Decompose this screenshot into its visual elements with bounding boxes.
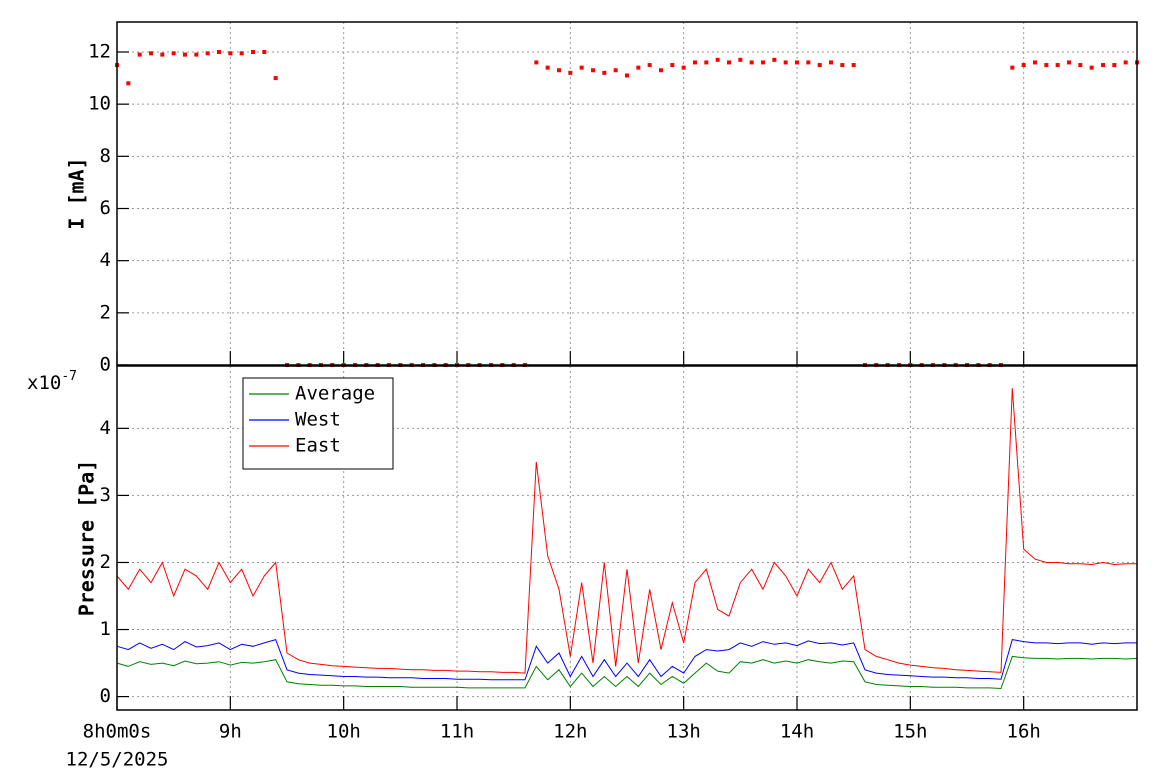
data-point — [239, 51, 244, 56]
data-point — [727, 60, 731, 65]
x-tick-label: 15h — [893, 721, 927, 743]
data-point — [217, 49, 221, 54]
x-tick-label: 14h — [780, 721, 814, 743]
data-point — [625, 73, 629, 78]
data-point — [251, 49, 255, 54]
x-tick-label: 8h0m0s — [83, 721, 152, 743]
y-tick-label: 2 — [100, 301, 111, 323]
y-tick-label: 2 — [100, 551, 111, 573]
data-point — [194, 52, 199, 57]
series-line — [116, 388, 1137, 674]
data-point — [1112, 63, 1117, 68]
y-tick-label: 4 — [100, 249, 111, 271]
y-multiplier: x10-7 — [27, 369, 77, 394]
data-point — [613, 68, 618, 73]
data-point — [851, 63, 856, 68]
y-tick-label: 12 — [88, 40, 111, 62]
y-axis-title: I [mA] — [65, 157, 89, 229]
data-point — [693, 60, 697, 65]
y-tick-label: 4 — [100, 417, 111, 439]
date-label: 12/5/2025 — [66, 749, 169, 771]
y-tick-label: 1 — [100, 618, 111, 640]
plot-frame — [116, 21, 1138, 366]
data-point — [579, 65, 584, 70]
y-tick-label: 0 — [100, 354, 111, 376]
y-axis-title: Pressure [Pa] — [75, 460, 99, 617]
series-line — [116, 638, 1137, 681]
data-point — [659, 68, 663, 73]
data-point — [761, 60, 765, 65]
y-tick-label: 6 — [100, 197, 111, 219]
data-point — [1078, 63, 1083, 68]
data-point — [228, 51, 233, 56]
data-point — [772, 57, 777, 62]
legend-label: West — [295, 409, 341, 431]
data-point — [205, 51, 210, 56]
data-point — [1101, 63, 1105, 68]
data-point — [591, 68, 595, 73]
x-tick-label: 16h — [1007, 721, 1041, 743]
data-point — [749, 60, 754, 65]
multiplier-base: x10 — [27, 372, 61, 394]
data-point — [840, 63, 845, 68]
data-point — [1089, 65, 1094, 70]
data-point — [126, 81, 131, 86]
y-tick-label: 10 — [88, 93, 111, 115]
data-point — [636, 65, 641, 70]
data-point — [1123, 60, 1128, 65]
y-tick-label: 0 — [100, 685, 111, 707]
data-point — [262, 49, 267, 54]
data-point — [795, 60, 799, 65]
data-point — [273, 76, 278, 81]
data-point — [568, 70, 573, 75]
data-point — [137, 52, 142, 57]
data-point — [670, 63, 675, 68]
data-point — [557, 68, 561, 73]
y-tick-label: 8 — [100, 145, 111, 167]
data-point — [183, 52, 187, 57]
data-point — [1067, 60, 1071, 65]
series-line — [116, 655, 1138, 690]
x-tick-label: 12h — [553, 721, 587, 743]
plot-frame — [116, 365, 1138, 711]
data-point — [829, 60, 833, 65]
data-point — [171, 51, 176, 56]
data-point — [1010, 65, 1015, 70]
data-point — [545, 65, 550, 70]
data-point — [160, 52, 165, 57]
legend-label: Average — [295, 383, 375, 405]
data-point — [1055, 63, 1060, 68]
data-point — [806, 60, 811, 65]
data-point — [1044, 63, 1049, 68]
y-tick-label: 3 — [100, 484, 111, 506]
data-point — [1033, 60, 1037, 65]
data-point — [783, 60, 788, 65]
data-point — [647, 63, 652, 68]
data-point — [817, 63, 822, 68]
data-point — [602, 70, 607, 75]
data-point — [681, 65, 686, 70]
x-tick-label: 10h — [327, 721, 361, 743]
data-point — [704, 60, 709, 65]
x-tick-label: 13h — [667, 721, 701, 743]
data-point — [738, 57, 743, 62]
multiplier-exponent: -7 — [61, 369, 77, 384]
data-point — [1021, 63, 1026, 68]
legend-label: East — [295, 435, 341, 457]
x-tick-label: 9h — [219, 721, 242, 743]
data-point — [534, 60, 539, 65]
x-tick-label: 11h — [440, 721, 474, 743]
data-point — [715, 57, 720, 62]
legend-box — [242, 377, 394, 470]
data-point — [149, 51, 153, 56]
